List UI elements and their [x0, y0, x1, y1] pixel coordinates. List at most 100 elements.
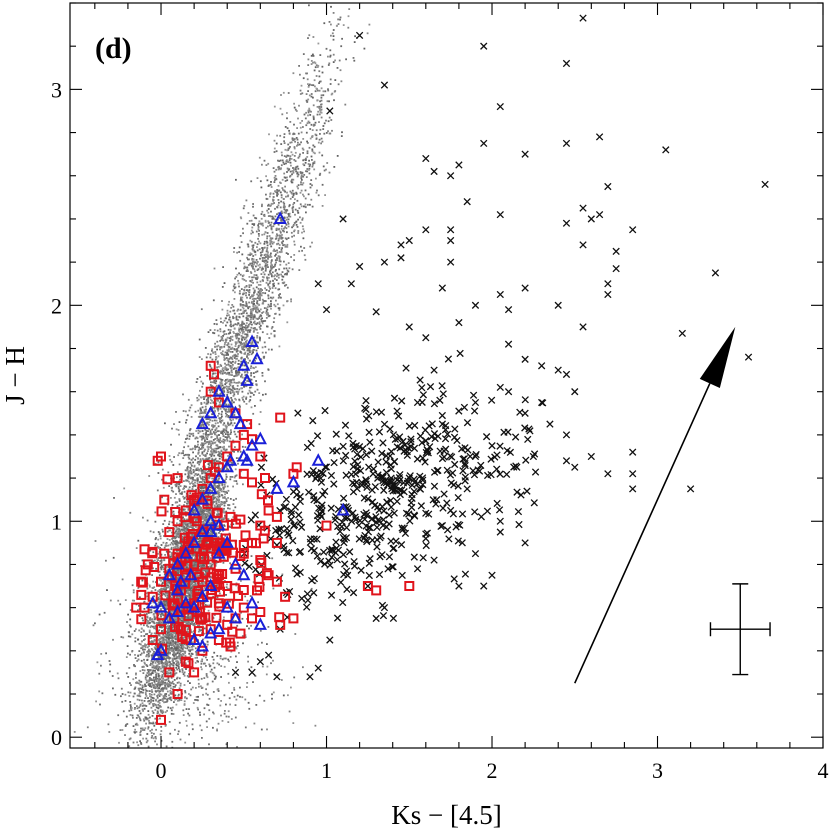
field-point	[233, 422, 236, 425]
field-point	[163, 570, 165, 573]
field-point	[217, 555, 220, 558]
field-point	[178, 677, 181, 680]
field-point	[187, 616, 190, 619]
field-point	[229, 433, 232, 435]
field-point	[216, 491, 219, 493]
field-point	[124, 725, 127, 727]
field-point	[225, 475, 228, 478]
field-point	[142, 691, 144, 694]
field-point	[169, 690, 172, 692]
field-point	[198, 506, 201, 509]
field-point	[158, 691, 161, 694]
field-point	[205, 457, 208, 460]
field-point	[191, 581, 193, 584]
field-point	[173, 631, 176, 633]
field-point	[138, 679, 141, 682]
field-point	[208, 562, 211, 565]
field-point	[218, 532, 220, 534]
field-point	[171, 682, 173, 684]
field-point	[207, 458, 210, 461]
field-point	[146, 717, 148, 720]
field-point	[224, 433, 227, 435]
field-point	[177, 641, 180, 644]
field-point	[210, 523, 212, 525]
field-point	[190, 590, 192, 593]
field-point	[188, 500, 190, 503]
field-point	[202, 476, 204, 478]
field-point	[158, 634, 161, 637]
field-point	[206, 438, 209, 441]
field-point	[165, 542, 168, 544]
field-point	[204, 643, 207, 646]
field-point	[167, 678, 170, 681]
field-point	[152, 678, 155, 681]
field-point	[155, 680, 158, 682]
field-point	[168, 581, 171, 584]
field-point	[187, 488, 190, 491]
field-point	[193, 563, 196, 566]
field-point	[202, 509, 205, 512]
field-point	[200, 629, 203, 632]
field-point	[172, 626, 175, 629]
field-point	[153, 627, 156, 630]
field-point	[223, 445, 225, 448]
field-point	[218, 482, 220, 485]
field-point	[153, 625, 156, 628]
field-point	[202, 583, 205, 585]
field-point	[215, 444, 218, 447]
field-point	[219, 592, 221, 595]
field-point	[174, 728, 176, 731]
field-point	[149, 626, 152, 629]
field-point	[212, 431, 215, 433]
field-point	[139, 691, 141, 693]
field-point	[179, 597, 182, 599]
field-point	[140, 743, 143, 745]
field-point	[163, 682, 166, 685]
field-point	[195, 467, 198, 470]
field-point	[215, 534, 218, 537]
field-point	[173, 647, 175, 650]
field-point	[212, 548, 215, 550]
field-point	[177, 536, 180, 539]
field-point	[131, 650, 133, 653]
field-point	[148, 678, 151, 681]
field-point	[218, 492, 221, 494]
field-point	[219, 441, 222, 444]
field-point	[195, 562, 197, 565]
field-point	[228, 410, 231, 413]
field-point	[168, 644, 171, 646]
field-point	[181, 529, 184, 532]
field-point	[159, 605, 161, 607]
field-point	[174, 663, 177, 666]
field-point	[135, 717, 138, 719]
field-point	[172, 658, 174, 660]
field-point	[211, 477, 214, 480]
field-point	[191, 587, 193, 589]
field-point	[166, 586, 168, 589]
field-point	[143, 658, 145, 661]
field-point	[173, 673, 176, 676]
field-point	[198, 540, 200, 543]
field-point	[213, 501, 216, 503]
field-point	[167, 680, 170, 683]
field-point	[172, 664, 175, 667]
field-point	[170, 559, 173, 562]
field-point	[143, 729, 146, 731]
field-point	[217, 447, 220, 450]
field-point	[138, 693, 141, 695]
field-point	[216, 513, 218, 516]
field-point	[141, 708, 144, 711]
field-point	[255, 380, 257, 382]
field-point	[178, 655, 181, 657]
field-point	[145, 737, 148, 740]
field-point	[124, 693, 127, 696]
field-point	[190, 631, 193, 634]
field-point	[202, 412, 205, 414]
field-point	[203, 651, 205, 653]
field-point	[165, 601, 168, 604]
field-point	[127, 691, 130, 694]
field-point	[150, 648, 153, 650]
field-point	[171, 636, 174, 638]
field-point	[188, 522, 191, 525]
